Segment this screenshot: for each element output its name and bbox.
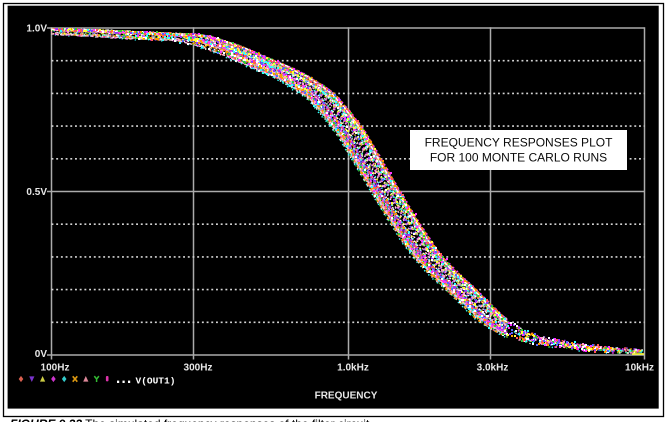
svg-text:100Hz: 100Hz bbox=[41, 362, 70, 373]
svg-text:0V: 0V bbox=[35, 349, 48, 360]
svg-text:1.0V: 1.0V bbox=[26, 24, 47, 35]
svg-text:FREQUENCY: FREQUENCY bbox=[315, 390, 378, 401]
svg-text:10kHz: 10kHz bbox=[625, 362, 654, 373]
svg-text:FIGURE 9.32 The simulated fre: FIGURE 9.32 The simulated frequency resp… bbox=[10, 417, 370, 422]
svg-text:V(OUT1): V(OUT1) bbox=[136, 376, 176, 387]
svg-text:FOR 100 MONTE CARLO RUNS: FOR 100 MONTE CARLO RUNS bbox=[430, 151, 607, 165]
svg-text:0.5V: 0.5V bbox=[26, 187, 47, 198]
svg-text:1.0kHz: 1.0kHz bbox=[337, 362, 369, 373]
svg-text:3.0kHz: 3.0kHz bbox=[477, 362, 509, 373]
svg-text:300Hz: 300Hz bbox=[184, 362, 213, 373]
svg-text:FREQUENCY RESPONSES PLOT: FREQUENCY RESPONSES PLOT bbox=[425, 136, 613, 150]
